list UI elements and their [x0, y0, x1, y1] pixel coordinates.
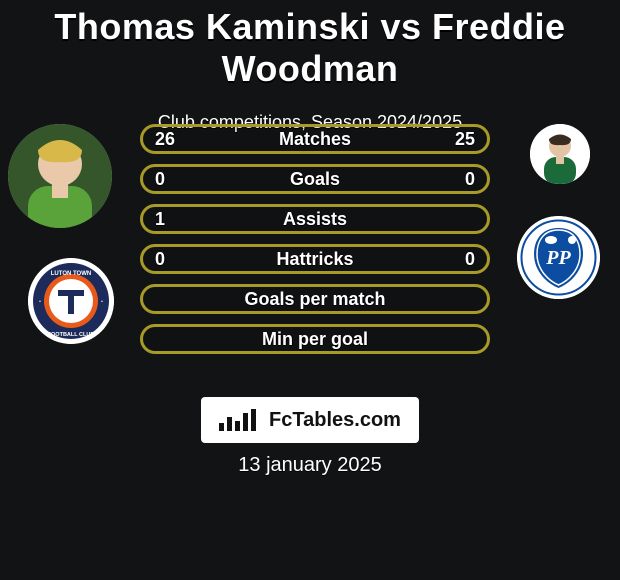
stat-label: Goals per match: [143, 287, 487, 311]
svg-text:LUTON TOWN: LUTON TOWN: [51, 271, 91, 277]
stats-list: 26 Matches 25 0 Goals 0 1 Assists 0 Hatt…: [140, 124, 490, 364]
stat-row: 26 Matches 25: [140, 124, 490, 154]
branding-badge: FcTables.com: [201, 397, 419, 443]
player-left-avatar: [8, 124, 112, 228]
stat-label: Hattricks: [143, 247, 487, 271]
stat-row: 0 Goals 0: [140, 164, 490, 194]
branding-text: FcTables.com: [269, 409, 401, 432]
stat-label: Goals: [143, 167, 487, 191]
stat-row: 1 Assists: [140, 204, 490, 234]
avatar-placeholder-icon: [530, 124, 590, 184]
stat-right-value: 0: [465, 167, 475, 191]
page-date: 13 january 2025: [0, 454, 620, 477]
stat-label: Min per goal: [143, 327, 487, 351]
avatar-placeholder-icon: [8, 124, 112, 228]
comparison-card: Thomas Kaminski vs Freddie Woodman Club …: [0, 0, 620, 580]
stat-row: 0 Hattricks 0: [140, 244, 490, 274]
club-right-crest: PP: [517, 216, 600, 299]
svg-text:PP: PP: [545, 247, 571, 269]
club-left-crest: LUTON TOWN FOOTBALL CLUB • •: [28, 258, 114, 344]
stat-right-value: 0: [465, 247, 475, 271]
svg-text:•: •: [39, 299, 41, 305]
branding-chart-icon: [219, 409, 259, 431]
stat-right-value: 25: [455, 127, 475, 151]
stat-label: Assists: [143, 207, 487, 231]
crest-icon: LUTON TOWN FOOTBALL CLUB • •: [28, 258, 114, 344]
stat-row: Goals per match: [140, 284, 490, 314]
svg-text:FOOTBALL CLUB: FOOTBALL CLUB: [48, 332, 95, 338]
stat-row: Min per goal: [140, 324, 490, 354]
stat-label: Matches: [143, 127, 487, 151]
page-title: Thomas Kaminski vs Freddie Woodman: [0, 0, 620, 90]
svg-text:•: •: [101, 299, 103, 305]
player-right-avatar: [530, 124, 590, 184]
crest-icon: PP: [517, 216, 600, 299]
